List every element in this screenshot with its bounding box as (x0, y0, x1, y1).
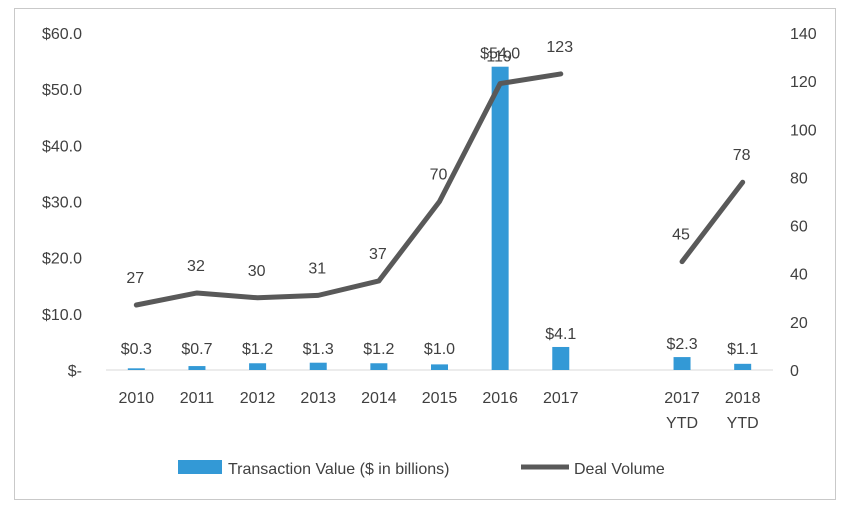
legend-line-label: Deal Volume (574, 461, 665, 478)
y-right-tick-label: 0 (790, 363, 799, 380)
x-tick-label: YTD (727, 415, 759, 432)
y-right-tick-label: 140 (790, 26, 817, 43)
bar (734, 363, 752, 370)
x-tick-label: 2016 (482, 390, 518, 407)
line-data-label: 70 (430, 167, 448, 184)
bar (431, 364, 448, 370)
x-tick-label: 2010 (119, 390, 155, 407)
line-data-label: 30 (248, 263, 266, 280)
x-tick-label: 2017 (664, 390, 700, 407)
y-left-tick-label: $40.0 (42, 138, 82, 155)
deal-volume-line (133, 71, 564, 308)
y-left-tick-label: $30.0 (42, 195, 82, 212)
bar (309, 362, 327, 370)
line-data-label: 119 (486, 49, 512, 66)
line-data-label: 45 (672, 227, 690, 244)
bar-data-label: $1.3 (303, 341, 334, 358)
y-right-tick-label: 60 (790, 219, 808, 236)
bar (491, 66, 509, 370)
bar-data-label: $1.0 (424, 341, 455, 358)
x-tick-label: 2011 (180, 390, 215, 407)
y-left-tick-label: $60.0 (42, 26, 82, 43)
legend-bar-label: Transaction Value ($ in billions) (228, 461, 449, 478)
y-right-tick-label: 20 (790, 315, 808, 332)
line-data-label: 27 (126, 270, 144, 287)
y-left-tick-label: $- (68, 363, 82, 380)
y-left-tick-label: $20.0 (42, 251, 82, 268)
y-right-tick-label: 120 (790, 74, 817, 91)
x-tick-label: 2012 (240, 390, 276, 407)
x-tick-label: 2014 (361, 390, 397, 407)
y-right-tick-label: 100 (790, 122, 817, 139)
x-tick-label: YTD (666, 415, 698, 432)
bar (249, 363, 267, 370)
legend-bar-swatch (178, 460, 222, 474)
bar (188, 366, 206, 370)
bar-data-label: $4.1 (545, 326, 576, 343)
bar-data-label: $1.2 (242, 341, 273, 358)
bar-data-label: $1.1 (727, 341, 758, 358)
bar-data-label: $0.7 (181, 341, 212, 358)
x-tick-label: 2017 (543, 390, 579, 407)
bar (552, 346, 570, 370)
bar (370, 363, 388, 370)
line-data-label: 37 (369, 246, 387, 263)
line-data-label: 31 (308, 260, 326, 277)
y-right-tick-label: 40 (790, 267, 808, 284)
bar (127, 368, 145, 370)
bar-data-label: $0.3 (121, 341, 152, 358)
bar-data-label: $54.0 (480, 46, 520, 63)
line-data-label: 123 (546, 39, 573, 56)
y-right-tick-label: 80 (790, 170, 808, 187)
y-left-tick-label: $50.0 (42, 82, 82, 99)
x-tick-label: 2013 (300, 390, 336, 407)
line-data-label: 32 (187, 258, 205, 275)
x-tick-label: 2015 (422, 390, 458, 407)
deal-volume-line (679, 179, 746, 265)
line-data-label: 78 (733, 147, 751, 164)
y-left-tick-label: $10.0 (42, 307, 82, 324)
bar-data-label: $2.3 (666, 336, 697, 353)
bar-data-label: $1.2 (363, 341, 394, 358)
x-tick-label: 2018 (725, 390, 761, 407)
chart-frame (14, 8, 836, 500)
bar (673, 357, 691, 370)
